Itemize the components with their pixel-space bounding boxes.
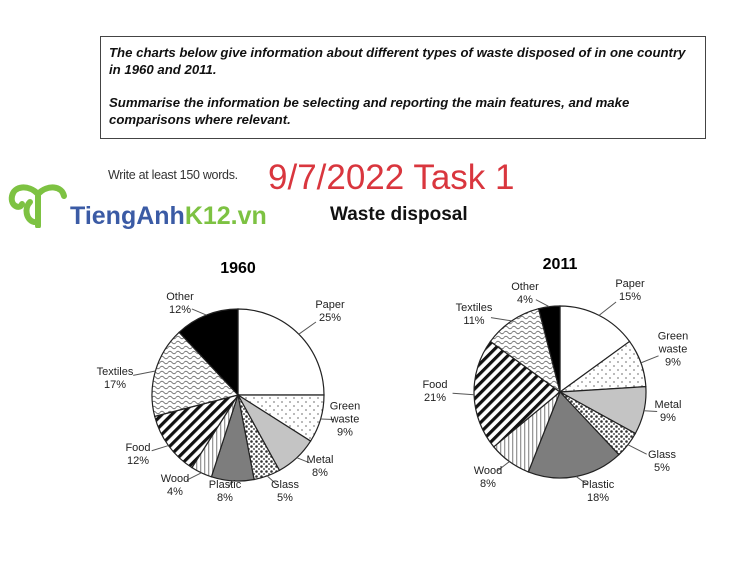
slice-value: 4% xyxy=(167,486,183,498)
slice-value: 5% xyxy=(654,462,670,474)
slice-value: 12% xyxy=(126,455,150,467)
slice-value: 17% xyxy=(103,379,127,391)
slice-value: 5% xyxy=(277,492,293,504)
slice-label: Wood 4% xyxy=(161,473,190,499)
word-count-instruction: Write at least 150 words. xyxy=(108,168,238,182)
logo-text: TiengAnhK12.vn xyxy=(70,202,267,231)
slice-category: Paper xyxy=(615,278,645,290)
pie-2011-title: 2011 xyxy=(542,256,578,273)
leader-line xyxy=(627,444,647,455)
slice-category: Food xyxy=(125,442,151,454)
leader-line xyxy=(640,355,659,364)
slice-category: Glass xyxy=(647,449,677,461)
pie-slice-food xyxy=(473,340,561,448)
slice-value: 9% xyxy=(660,412,676,424)
slice-category: Paper xyxy=(315,299,345,311)
pie-slice-other xyxy=(537,305,561,393)
slice-value: 8% xyxy=(217,492,233,504)
slice-label: Textiles 17% xyxy=(97,366,134,392)
slice-label: Food 21% xyxy=(422,379,447,405)
slice-label: Food 12% xyxy=(125,442,150,468)
leader-line xyxy=(643,410,658,412)
slice-label: Metal 8% xyxy=(307,454,334,480)
slice-value: 11% xyxy=(463,315,485,327)
slice-label: Wood 8% xyxy=(474,465,503,491)
leader-line xyxy=(266,475,278,486)
slice-label: Other 4% xyxy=(511,281,539,307)
logo-tree-icon xyxy=(8,184,67,228)
slice-category: Plastic xyxy=(581,479,615,491)
leader-line xyxy=(535,299,550,308)
leader-line xyxy=(298,321,317,335)
slice-label: Other 12% xyxy=(166,291,194,317)
leader-line xyxy=(228,480,234,488)
slice-label: Glass 5% xyxy=(271,479,299,505)
slice-value: 4% xyxy=(517,294,533,306)
leader-line xyxy=(151,445,169,452)
slice-label: Green waste 9% xyxy=(658,331,689,370)
slice-category: Plastic xyxy=(208,479,242,491)
slice-label: Textiles 11% xyxy=(456,302,493,328)
pie-slice-plastic xyxy=(527,390,620,479)
leader-line xyxy=(296,457,310,464)
leader-line xyxy=(191,308,207,316)
slice-category: Textiles xyxy=(455,302,493,314)
pie-slice-textiles xyxy=(151,331,240,418)
slice-category: Food xyxy=(422,379,448,391)
prompt-line-1: The charts below give information about … xyxy=(109,45,686,77)
slice-label: Paper 25% xyxy=(315,299,344,325)
pie-slice-food xyxy=(153,394,240,469)
slice-label: Paper 15% xyxy=(615,278,644,304)
leader-line xyxy=(575,476,589,486)
slice-category: Textiles xyxy=(96,366,134,378)
slice-category: Other xyxy=(511,281,539,293)
leader-line xyxy=(452,392,475,396)
logo-text-blue: TiengAnh xyxy=(70,202,185,230)
date-stamp: 9/7/2022 Task 1 xyxy=(268,158,515,197)
slice-value: 8% xyxy=(480,478,496,490)
slice-category: Wood xyxy=(473,465,503,477)
slice-category: Metal xyxy=(654,399,682,411)
slice-value: 25% xyxy=(318,312,342,324)
slice-value: 15% xyxy=(618,291,642,303)
slice-label: Plastic 8% xyxy=(209,479,241,505)
slice-value: 12% xyxy=(168,304,192,316)
pie-slice-paper xyxy=(237,308,325,396)
slice-category: Green waste xyxy=(329,400,361,426)
leader-line xyxy=(598,301,617,316)
slice-label: Green waste 9% xyxy=(330,401,361,440)
slice-category: Wood xyxy=(160,473,190,485)
slice-value: 9% xyxy=(337,426,353,439)
slice-value: 21% xyxy=(423,392,447,404)
slice-value: 9% xyxy=(665,356,681,369)
slice-value: 18% xyxy=(586,492,610,504)
chart-title: Waste disposal xyxy=(330,204,468,225)
slice-category: Metal xyxy=(306,454,334,466)
slice-label: Glass 5% xyxy=(648,449,676,475)
leader-line xyxy=(320,418,335,421)
leader-line xyxy=(490,317,512,322)
slice-category: Glass xyxy=(270,479,300,491)
slice-value: 8% xyxy=(312,467,328,479)
slice-label: Plastic 18% xyxy=(582,479,614,505)
pie-slice-paper xyxy=(559,305,631,394)
leader-line xyxy=(133,370,156,376)
prompt-line-2: Summarise the information be selecting a… xyxy=(109,95,630,127)
slice-label: Metal 9% xyxy=(655,399,682,425)
slice-category: Other xyxy=(166,291,194,303)
pie-1960-title: 1960 xyxy=(220,260,256,277)
pie-slice-other xyxy=(178,308,239,397)
task-prompt-box: The charts below give information about … xyxy=(100,36,706,139)
leader-line xyxy=(186,472,202,481)
logo-text-green: K12.vn xyxy=(184,202,267,230)
slice-category: Green waste xyxy=(657,330,689,356)
leader-line xyxy=(497,461,510,472)
